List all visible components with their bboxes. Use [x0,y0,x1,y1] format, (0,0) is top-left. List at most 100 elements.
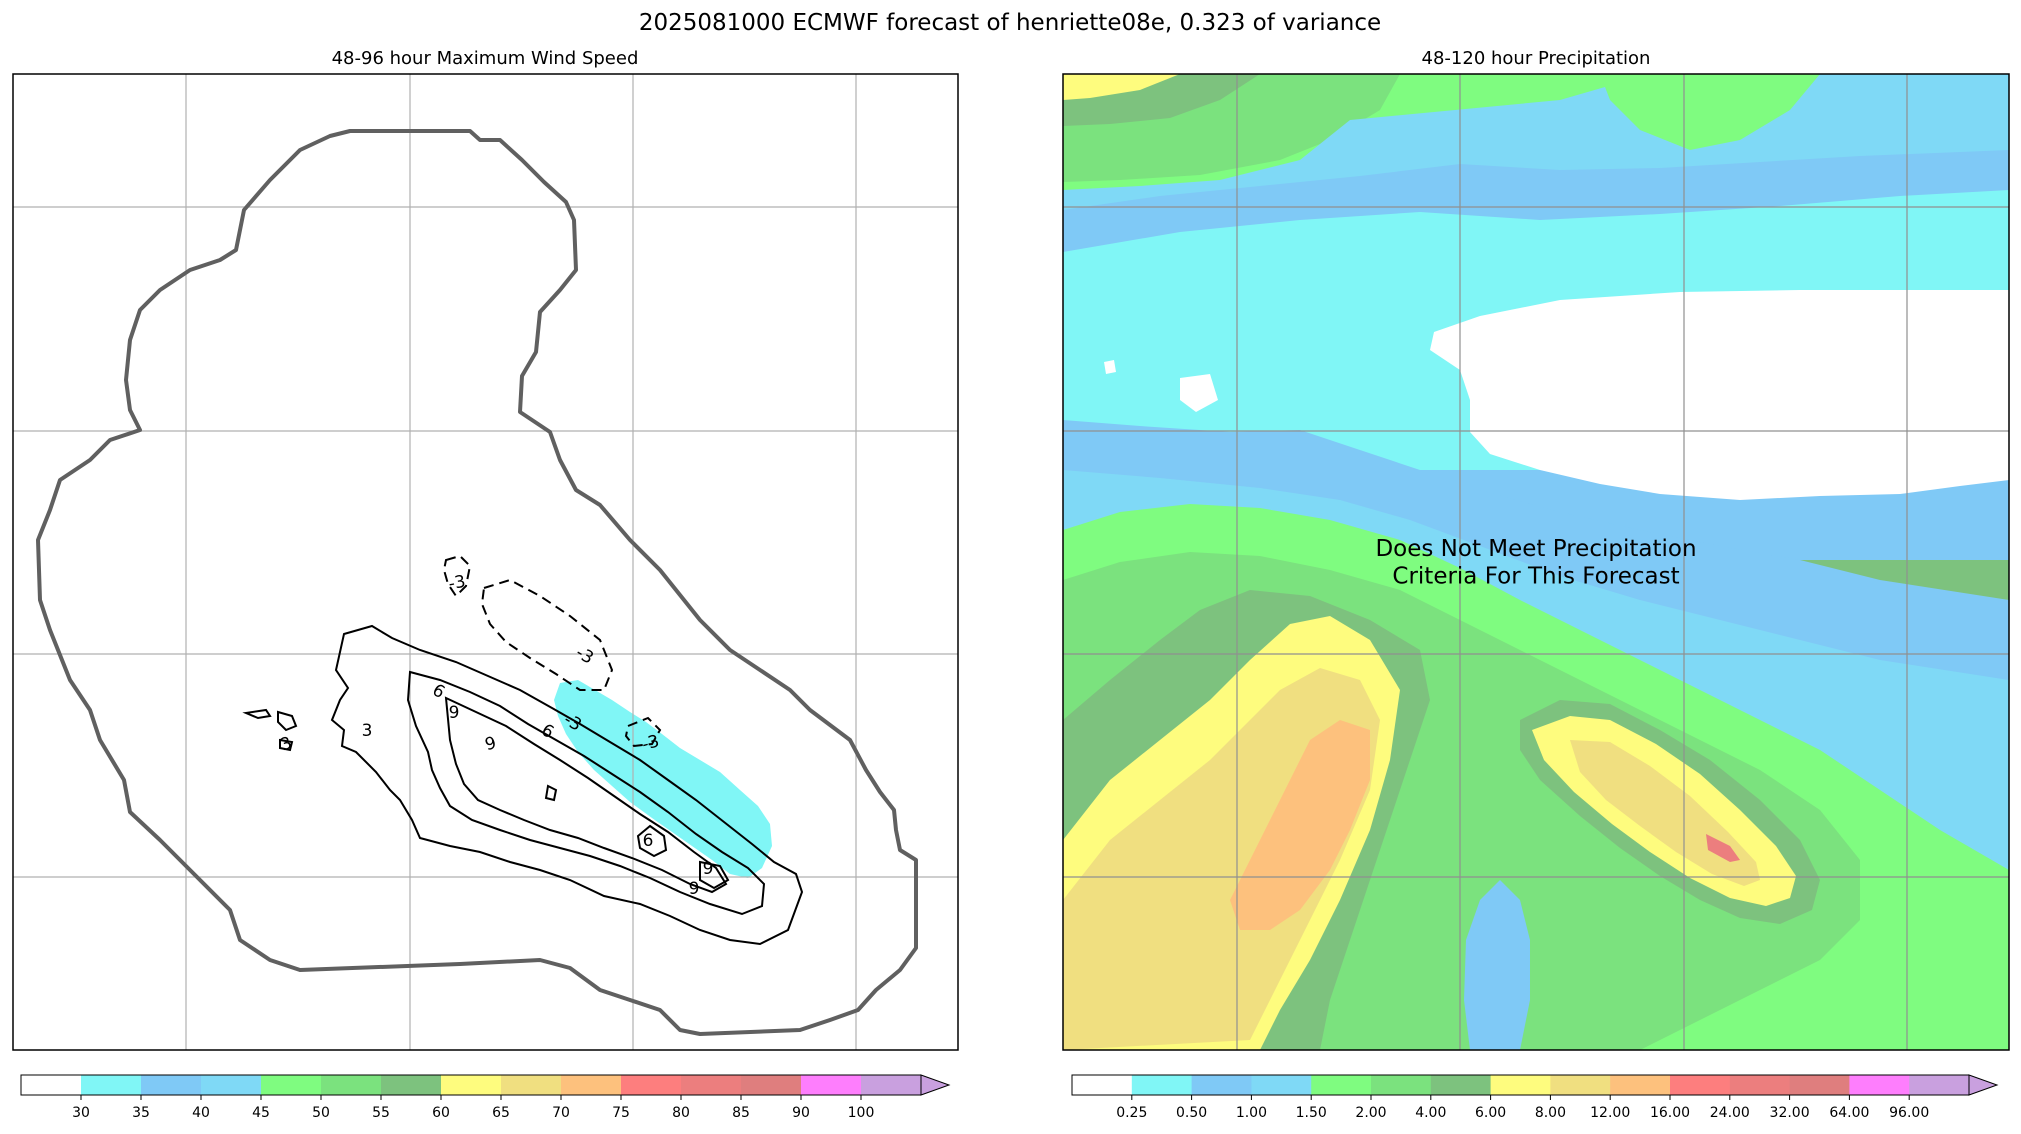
precip-colorbar-tick-label: 24.00 [1710,1105,1750,1121]
contour-label: -3 [447,572,467,595]
precip-colorbar-swatch [1670,1075,1731,1095]
contour-blob [544,784,558,802]
contour-9-core [636,824,668,858]
wind-colorbar-swatch [621,1075,682,1095]
precip-colorbar-tick-label: 6.00 [1475,1105,1506,1121]
precip-colorbar-tick-label: 1.00 [1236,1105,1267,1121]
wind-colorbar-tick-label: 70 [552,1105,570,1121]
wind-colorbar-tick-label: 80 [672,1105,690,1121]
precip-colorbar-extend-arrow [1968,1074,1999,1096]
precip-colorbar-tick-label: 4.00 [1415,1105,1446,1121]
contour-label: -3 [640,731,662,755]
precip-colorbar-swatch [1371,1075,1432,1095]
precip-criteria-line: Criteria For This Forecast [1392,564,1679,590]
precip-panel-title: 48-120 hour Precipitation [1422,48,1651,69]
precip-colorbar: 0.25 0.50 1.00 1.50 2.00 4.00 6.00 8.00 12.00 16.… [1071,1074,1999,1121]
wind-colorbar: 30 35 40 45 50 55 60 65 70 75 80 85 90 100 [20,1074,951,1121]
wind-solid-contours [242,624,804,946]
wind-filled-region [554,680,772,878]
wind-colorbar-swatch [501,1075,562,1095]
wind-colorbar-swatch [861,1075,922,1095]
contour-3-blob [279,738,294,752]
precip-colorbar-tick-label: 32.00 [1770,1105,1810,1121]
precip-colorbar-tick-label: 16.00 [1650,1105,1690,1121]
wind-dashed-contours [442,554,662,748]
contour-label: 6 [643,831,654,851]
contour-label: 9 [449,703,460,723]
wind-speed-panel: 48-96 hour Maximum Wind Speed [12,48,959,1121]
precip-colorbar-swatch [1131,1075,1193,1095]
wind-colorbar-tick-label: 50 [312,1105,330,1121]
wind-colorbar-tick-label: 90 [792,1105,810,1121]
contour-9-core [699,860,730,890]
precip-colorbar-swatch [1430,1075,1492,1095]
wind-colorbar-tick-label: 75 [612,1105,630,1121]
precip-colorbar-tick-label: 2.00 [1355,1105,1386,1121]
wind-colorbar-swatch [381,1075,442,1095]
precip-colorbar-swatch [1849,1075,1910,1095]
contour-3-outer [330,624,804,946]
precip-colorbar-swatch [1909,1075,1970,1095]
precip-max-east-red [1706,834,1740,862]
precip-colorbar-swatch [1311,1075,1372,1095]
wind-colorbar-extend-arrow [920,1074,951,1096]
wind-colorbar-swatch [741,1075,802,1095]
wind-colorbar-tick-label: 100 [848,1105,875,1121]
precip-colorbar-tick-label: 12.00 [1590,1105,1630,1121]
wind-colorbar-swatch [141,1075,202,1095]
contour-6 [406,670,766,916]
wind-colorbar-tick-label: 40 [192,1105,210,1121]
wind-colorbar-tick-label: 55 [372,1105,390,1121]
precip-colorbar-tick-label: 1.50 [1296,1105,1327,1121]
wind-colorbar-tick-label: 65 [492,1105,510,1121]
wind-colorbar-outline [20,1074,921,1096]
contour-label: 3 [362,721,373,741]
precip-colorbar-tick-label: 0.25 [1116,1105,1147,1121]
precip-colorbar-swatch [1550,1075,1611,1095]
precip-colorbar-tick-label: 8.00 [1535,1105,1566,1121]
wind-colorbar-swatch [321,1075,382,1095]
precip-colorbar-swatch [1191,1075,1252,1095]
precip-white-speck [1104,360,1116,374]
wind-colorbar-tick-label: 85 [732,1105,750,1121]
precip-panel: 48-120 hour Precipitation [1062,48,2010,1121]
contour-label: 9 [689,879,700,899]
precip-colorbar-swatch [1610,1075,1671,1095]
precip-criteria-message: Does Not Meet Precipitation Criteria For … [1375,536,1696,590]
precip-gridlines [1063,74,2009,1050]
precip-colorbar-outline [1071,1074,1969,1096]
contour-9 [444,696,728,894]
precip-criteria-line: Does Not Meet Precipitation [1375,536,1696,562]
wind-colorbar-swatch [201,1075,262,1095]
precip-colorbar-swatch [1251,1075,1312,1095]
contour-label: 9 [483,733,499,755]
wind-colorbar-tick-label: 30 [72,1105,90,1121]
forecast-region-outline [36,129,918,1036]
contour-blob [242,708,272,720]
contour-label: 9 [703,859,714,879]
wind-colorbar-tick-label: 60 [432,1105,450,1121]
precip-colorbar-swatch [1729,1075,1791,1095]
precip-below-threshold [1430,290,2009,500]
wind-colorbar-swatch [561,1075,622,1095]
wind-gridlines [13,74,958,1050]
contour-3-blob [277,710,298,732]
precip-field [1063,74,2009,1050]
precip-colorbar-tick-label: 96.00 [1889,1105,1929,1121]
wind-panel-title: 48-96 hour Maximum Wind Speed [332,48,639,69]
precip-colorbar-tick-label: 0.50 [1176,1105,1207,1121]
precip-band-yellow-top [1063,74,1180,100]
precip-colorbar-swatch [1789,1075,1850,1095]
precip-colorbar-tick-label: 64.00 [1829,1105,1869,1121]
precip-colorbar-swatch [1072,1075,1133,1095]
precip-band-green-patch [1600,74,1820,150]
figure-title: 2025081000 ECMWF forecast of henriette08… [639,10,1381,36]
precip-south-blue [1464,880,1530,1050]
wind-plot-area [13,74,958,1050]
precip-white-speck [1180,374,1218,412]
wind-colorbar-tick-label: 35 [132,1105,150,1121]
precip-colorbar-swatch [1490,1075,1551,1095]
wind-colorbar-swatch [261,1075,322,1095]
wind-colorbar-tick-label: 45 [252,1105,270,1121]
